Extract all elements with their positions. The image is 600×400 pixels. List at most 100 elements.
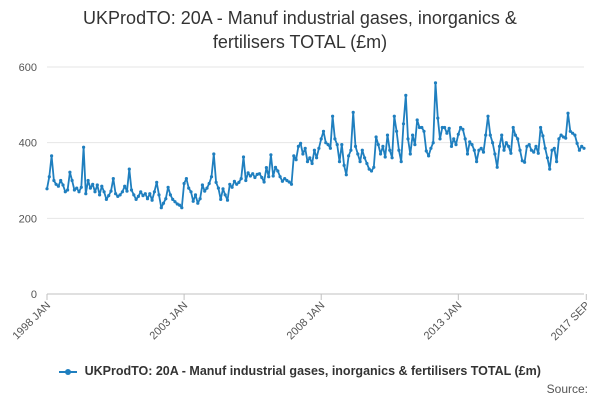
data-point[interactable] bbox=[216, 186, 220, 190]
data-point[interactable] bbox=[280, 179, 284, 183]
data-point[interactable] bbox=[278, 175, 282, 179]
data-point[interactable] bbox=[262, 180, 266, 184]
data-point[interactable] bbox=[443, 125, 447, 130]
data-point[interactable] bbox=[50, 154, 54, 158]
data-point[interactable] bbox=[550, 148, 554, 152]
data-point[interactable] bbox=[139, 190, 143, 194]
data-point[interactable] bbox=[246, 171, 250, 175]
data-point[interactable] bbox=[566, 111, 570, 115]
data-point[interactable] bbox=[379, 152, 383, 156]
data-point[interactable] bbox=[209, 175, 214, 179]
data-point[interactable] bbox=[59, 178, 63, 183]
chart-legend[interactable]: UKProdTO: 20A - Manuf industrial gases, … bbox=[0, 364, 600, 378]
data-point[interactable] bbox=[283, 177, 287, 181]
data-point[interactable] bbox=[363, 156, 367, 160]
data-point[interactable] bbox=[292, 154, 296, 158]
data-point[interactable] bbox=[571, 131, 575, 135]
data-point[interactable] bbox=[347, 154, 351, 158]
data-point[interactable] bbox=[351, 110, 355, 114]
data-point[interactable] bbox=[173, 200, 177, 204]
data-point[interactable] bbox=[324, 141, 328, 145]
data-point[interactable] bbox=[548, 167, 552, 171]
data-point[interactable] bbox=[449, 144, 454, 148]
data-point[interactable] bbox=[525, 144, 529, 148]
data-point[interactable] bbox=[328, 146, 332, 150]
data-point[interactable] bbox=[440, 125, 444, 130]
data-point[interactable] bbox=[267, 175, 271, 179]
data-point[interactable] bbox=[326, 143, 330, 147]
data-point[interactable] bbox=[577, 148, 582, 152]
data-point[interactable] bbox=[422, 129, 426, 133]
data-point[interactable] bbox=[251, 172, 255, 176]
data-point[interactable] bbox=[82, 145, 86, 149]
data-point[interactable] bbox=[91, 182, 95, 186]
data-point[interactable] bbox=[493, 152, 497, 156]
data-point[interactable] bbox=[271, 174, 275, 178]
data-point[interactable] bbox=[114, 192, 118, 196]
data-point[interactable] bbox=[465, 152, 470, 156]
data-point[interactable] bbox=[461, 127, 465, 131]
data-point[interactable] bbox=[488, 133, 492, 137]
data-point[interactable] bbox=[484, 133, 488, 137]
data-point[interactable] bbox=[491, 141, 495, 145]
data-point[interactable] bbox=[573, 133, 577, 137]
chart-source[interactable]: Source: bbox=[546, 382, 588, 396]
data-point[interactable] bbox=[116, 194, 120, 198]
data-point[interactable] bbox=[395, 129, 399, 133]
data-point[interactable] bbox=[79, 185, 83, 189]
data-point[interactable] bbox=[349, 148, 353, 152]
data-point[interactable] bbox=[342, 163, 346, 167]
data-point[interactable] bbox=[253, 175, 257, 180]
data-point[interactable] bbox=[159, 206, 163, 210]
data-point[interactable] bbox=[120, 190, 124, 194]
data-point[interactable] bbox=[111, 177, 115, 181]
data-point[interactable] bbox=[107, 194, 111, 198]
data-point[interactable] bbox=[239, 177, 243, 181]
data-point[interactable] bbox=[315, 156, 319, 160]
data-point[interactable] bbox=[205, 186, 209, 190]
data-point[interactable] bbox=[337, 160, 342, 164]
data-point[interactable] bbox=[445, 131, 449, 135]
data-point[interactable] bbox=[523, 160, 527, 164]
data-point[interactable] bbox=[219, 197, 223, 201]
data-point[interactable] bbox=[376, 143, 380, 147]
data-point[interactable] bbox=[534, 144, 538, 148]
data-point[interactable] bbox=[98, 193, 102, 197]
data-point[interactable] bbox=[150, 198, 154, 202]
data-point[interactable] bbox=[145, 197, 150, 201]
data-point[interactable] bbox=[404, 93, 408, 97]
data-point[interactable] bbox=[539, 125, 543, 130]
data-point[interactable] bbox=[340, 143, 344, 147]
data-point[interactable] bbox=[392, 114, 396, 118]
data-point[interactable] bbox=[369, 169, 374, 173]
data-point[interactable] bbox=[536, 151, 540, 155]
data-point[interactable] bbox=[541, 134, 545, 138]
series-line[interactable] bbox=[46, 82, 585, 209]
data-point[interactable] bbox=[408, 152, 412, 156]
data-point[interactable] bbox=[260, 175, 264, 180]
data-point[interactable] bbox=[109, 189, 113, 193]
data-point[interactable] bbox=[75, 186, 79, 190]
data-point[interactable] bbox=[193, 193, 198, 197]
data-point[interactable] bbox=[381, 144, 385, 148]
data-point[interactable] bbox=[77, 190, 81, 194]
data-point[interactable] bbox=[319, 137, 323, 141]
data-point[interactable] bbox=[235, 182, 239, 186]
data-point[interactable] bbox=[257, 172, 262, 176]
data-point[interactable] bbox=[294, 158, 298, 162]
data-point[interactable] bbox=[200, 183, 204, 187]
data-point[interactable] bbox=[56, 184, 61, 188]
data-point[interactable] bbox=[552, 146, 556, 150]
data-point[interactable] bbox=[196, 201, 200, 205]
data-point[interactable] bbox=[157, 193, 161, 197]
data-point[interactable] bbox=[100, 184, 104, 188]
data-point[interactable] bbox=[123, 184, 127, 188]
data-point[interactable] bbox=[344, 173, 348, 177]
data-point[interactable] bbox=[438, 137, 442, 141]
data-point[interactable] bbox=[335, 143, 339, 147]
data-point[interactable] bbox=[198, 197, 202, 201]
data-point[interactable] bbox=[166, 185, 170, 189]
data-point[interactable] bbox=[72, 188, 76, 192]
data-point[interactable] bbox=[248, 174, 252, 178]
data-point[interactable] bbox=[134, 197, 138, 201]
